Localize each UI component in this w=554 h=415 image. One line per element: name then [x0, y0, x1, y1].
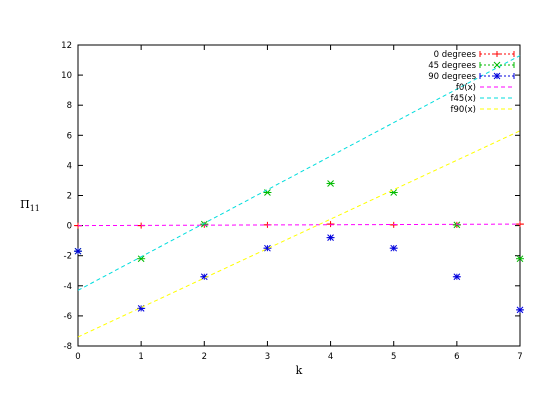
x-tick-label: 1 [138, 352, 143, 362]
data-point-45-degrees-stroke [137, 255, 145, 263]
data-point-45-degrees-stroke [327, 180, 334, 187]
data-point-90-degrees-stroke [453, 273, 461, 281]
data-point-45-degrees [453, 221, 461, 229]
x-tick-label: 6 [454, 352, 459, 362]
y-tick-label: 4 [67, 161, 72, 171]
y-tick-label: -8 [64, 342, 72, 352]
y-tick-label: 6 [67, 131, 72, 141]
y-tick-label: -6 [64, 312, 72, 322]
x-axis-label: k [296, 364, 303, 377]
y-axis-label: Π11 [20, 198, 40, 213]
data-point-45-degrees-stroke [516, 255, 524, 263]
data-point-45-degrees [200, 220, 208, 228]
x-tick-label: 2 [202, 352, 207, 362]
data-point-45-degrees-stroke [453, 221, 461, 229]
x-tick-label: 4 [328, 352, 333, 362]
series-line-f90-x- [77, 130, 521, 338]
y-axis-label-sub: 11 [30, 204, 40, 213]
data-point-45-degrees [137, 255, 145, 263]
x-tick-label: 7 [517, 352, 522, 362]
data-point-90-degrees-stroke [200, 273, 208, 281]
x-tick-label: 0 [75, 352, 80, 362]
data-point-90-degrees [74, 247, 82, 255]
series-layer [74, 55, 524, 338]
plot-frame [77, 44, 521, 347]
x-tick-label: 3 [265, 352, 270, 362]
legend-label-45-degrees: 45 degrees [428, 61, 476, 71]
data-point-90-degrees-stroke [516, 306, 524, 314]
data-point-90-degrees [390, 244, 398, 252]
legend-label-f90-x-: f90(x) [451, 105, 476, 115]
legend-label-f0-x-: f0(x) [456, 83, 476, 93]
y-tick-label: -2 [64, 252, 72, 262]
data-point-90-degrees [516, 306, 524, 314]
y-tick-label: 12 [61, 41, 72, 51]
data-point-90-degrees-stroke [264, 244, 271, 252]
data-point-90-degrees-stroke [390, 244, 398, 252]
data-point-45-degrees-stroke [390, 189, 398, 196]
data-point-45-degrees [516, 255, 524, 263]
legend-marker-0-degrees [494, 51, 500, 57]
y-tick-label: 0 [67, 222, 72, 232]
legend-label-f45-x-: f45(x) [451, 94, 476, 104]
legend-marker-45-degrees-stroke [493, 61, 501, 69]
data-point-45-degrees [327, 180, 334, 187]
legend-marker-90-degrees [493, 72, 501, 80]
legend-marker-45-degrees [493, 61, 501, 69]
data-point-90-degrees [327, 234, 334, 241]
legend-label-90-degrees: 90 degrees [428, 72, 476, 82]
data-point-90-degrees-stroke [74, 247, 82, 255]
y-tick-label: 8 [67, 101, 72, 111]
y-axis-label-main: Π [20, 198, 30, 211]
data-point-90-degrees [453, 273, 461, 281]
y-tick-label: -4 [64, 282, 72, 292]
y-tick-label: 10 [61, 71, 72, 81]
data-point-0-degrees [327, 221, 334, 228]
series-line-f45-x- [77, 55, 521, 291]
data-point-90-degrees-stroke [327, 234, 334, 241]
series-line-f0-x- [77, 223, 521, 227]
legend-marker-90-degrees-stroke [493, 72, 501, 80]
y-tick-label: 2 [67, 192, 72, 202]
data-point-45-degrees-stroke [264, 189, 271, 196]
data-point-45-degrees-stroke [200, 220, 208, 228]
x-tick-label: 5 [391, 352, 396, 362]
legend-label-0-degrees: 0 degrees [434, 50, 477, 60]
